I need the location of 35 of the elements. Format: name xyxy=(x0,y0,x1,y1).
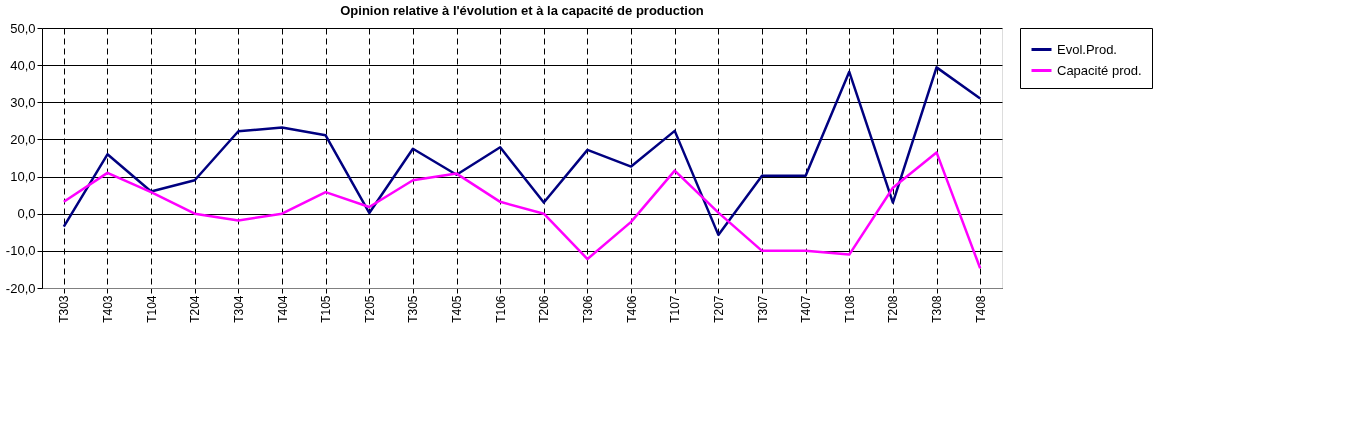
legend-label: Evol.Prod. xyxy=(1057,41,1117,57)
x-tick-label: T303 xyxy=(57,295,72,323)
y-tick-label: 20,0 xyxy=(10,131,36,147)
y-tick-label: 50,0 xyxy=(10,20,36,36)
y-tick-label: 10,0 xyxy=(10,169,36,185)
y-tick-label: 0,0 xyxy=(17,206,36,222)
y-tick-label: -20,0 xyxy=(5,280,36,296)
x-tick-label: T104 xyxy=(144,295,159,323)
x-tick-label: T205 xyxy=(362,295,377,323)
x-tick-label: T403 xyxy=(100,295,115,323)
x-tick-label: T406 xyxy=(624,295,639,323)
y-tick-label: 40,0 xyxy=(10,57,36,73)
x-tick-label: T405 xyxy=(450,295,465,323)
x-tick-label: T108 xyxy=(842,295,857,323)
x-tick-label: T208 xyxy=(886,295,901,323)
x-tick-label: T107 xyxy=(668,295,683,323)
line-series xyxy=(62,151,982,270)
x-tick-label: T408 xyxy=(973,295,988,323)
y-tick-label: 30,0 xyxy=(10,94,36,110)
y-tick-label: -10,0 xyxy=(5,243,36,259)
x-tick-label: T307 xyxy=(755,295,770,323)
x-tick-label: T304 xyxy=(231,295,246,323)
line-series xyxy=(62,66,982,237)
chart-title: Opinion relative à l'évolution et à la capacité de production xyxy=(340,3,704,18)
x-tick-label: T207 xyxy=(711,295,726,323)
x-tick-label: T305 xyxy=(406,295,421,323)
x-tick-label: T404 xyxy=(275,295,290,323)
x-tick-label: T308 xyxy=(930,295,945,323)
x-tick-label: T106 xyxy=(493,295,508,323)
legend-label: Capacité prod. xyxy=(1057,62,1142,78)
x-tick-label: T206 xyxy=(537,295,552,323)
x-tick-label: T407 xyxy=(799,295,814,323)
x-tick-label: T105 xyxy=(319,295,334,323)
x-tick-label: T306 xyxy=(580,295,595,323)
x-tick-label: T204 xyxy=(188,295,203,323)
